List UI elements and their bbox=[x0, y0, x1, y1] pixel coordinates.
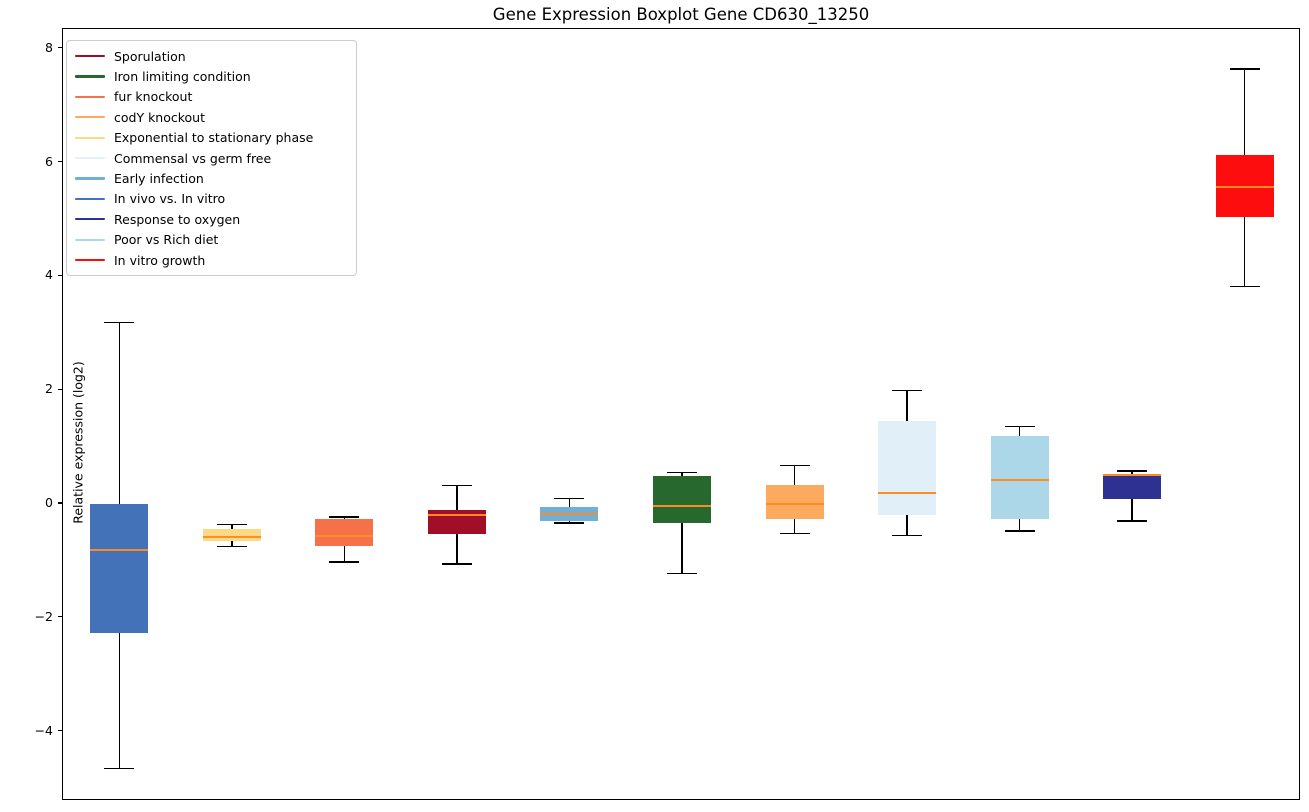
legend-label: In vitro growth bbox=[114, 252, 206, 268]
legend-swatch-iron-limiting-condition bbox=[75, 75, 105, 78]
box bbox=[878, 420, 937, 516]
legend-label: Exponential to stationary phase bbox=[114, 130, 314, 146]
median-line bbox=[427, 514, 486, 517]
y-tick-label: −2 bbox=[34, 608, 53, 624]
chart-title: Gene Expression Boxplot Gene CD630_13250 bbox=[492, 5, 870, 24]
median-line bbox=[540, 513, 599, 516]
y-axis-label: Relative expression (log2) bbox=[70, 361, 86, 524]
whisker-cap-top bbox=[1004, 425, 1035, 428]
median-line bbox=[653, 505, 711, 508]
box bbox=[653, 476, 711, 524]
whisker-cap-bottom bbox=[1004, 530, 1035, 532]
whisker-cap-bottom bbox=[779, 532, 810, 535]
whisker-cap-bottom bbox=[441, 563, 472, 565]
legend-label: Sporulation bbox=[114, 48, 186, 64]
median-line bbox=[90, 549, 149, 552]
legend-item-fur-knockout: fur knockout bbox=[75, 87, 348, 107]
y-tick-mark bbox=[58, 274, 62, 277]
whisker-cap-bottom bbox=[104, 767, 135, 770]
legend-label: Commensal vs germ free bbox=[114, 150, 272, 166]
box bbox=[765, 484, 824, 519]
y-tick-label: 8 bbox=[45, 39, 53, 55]
legend-label: Early infection bbox=[114, 171, 204, 187]
median-line bbox=[765, 503, 824, 506]
box bbox=[202, 529, 261, 541]
legend-item-commensal-vs-germ-free: Commensal vs germ free bbox=[75, 148, 348, 168]
y-tick-label: −4 bbox=[34, 722, 53, 738]
legend: Sporulation Iron limiting condition fur kn… bbox=[66, 40, 357, 277]
legend-swatch-cody-knockout bbox=[75, 116, 105, 119]
legend-item-early-infection: Early infection bbox=[75, 168, 348, 188]
median-line bbox=[1215, 185, 1274, 188]
whisker-cap-top bbox=[104, 321, 135, 324]
y-tick-mark bbox=[58, 388, 62, 390]
legend-label: Iron limiting condition bbox=[114, 69, 251, 85]
box bbox=[1103, 474, 1162, 499]
legend-swatch-in-vitro-growth bbox=[75, 259, 105, 262]
y-tick-mark bbox=[58, 729, 62, 732]
whisker-cap-top bbox=[892, 389, 923, 391]
whisker-cap-top bbox=[216, 523, 247, 526]
legend-label: codY knockout bbox=[114, 109, 206, 125]
whisker-cap-top bbox=[329, 516, 360, 518]
plot-area: Relative expression (log2) Sporulation Ir… bbox=[62, 28, 1300, 800]
whisker-cap-top bbox=[779, 464, 810, 467]
whisker-cap-bottom bbox=[667, 572, 697, 575]
whisker-cap-top bbox=[667, 471, 697, 474]
legend-label: In vivo vs. In vitro bbox=[114, 191, 226, 207]
legend-swatch-commensal-vs-germ-free bbox=[75, 157, 105, 160]
box bbox=[90, 504, 149, 633]
legend-swatch-fur-knockout bbox=[75, 95, 105, 99]
box bbox=[315, 519, 374, 546]
median-line bbox=[315, 534, 374, 537]
y-tick-label: 0 bbox=[45, 495, 53, 511]
legend-swatch-poor-vs-rich-diet bbox=[75, 238, 105, 241]
legend-item-iron-limiting-condition: Iron limiting condition bbox=[75, 66, 348, 86]
legend-swatch-sporulation bbox=[75, 55, 105, 58]
y-tick-mark bbox=[58, 47, 62, 49]
y-tick-mark bbox=[58, 161, 62, 163]
whisker-cap-top bbox=[1229, 68, 1260, 70]
legend-label: Poor vs Rich diet bbox=[114, 232, 219, 248]
whisker-cap-bottom bbox=[1229, 285, 1260, 288]
legend-label: fur knockout bbox=[114, 89, 193, 105]
legend-label: Response to oxygen bbox=[114, 211, 241, 227]
y-tick-label: 2 bbox=[45, 381, 53, 397]
legend-item-exponential-to-stationary-phase: Exponential to stationary phase bbox=[75, 128, 348, 148]
legend-item-in-vivo-vs-in-vitro: In vivo vs. In vitro bbox=[75, 189, 348, 209]
legend-item-sporulation: Sporulation bbox=[75, 46, 348, 66]
y-tick-label: 4 bbox=[45, 267, 53, 283]
legend-swatch-response-to-oxygen bbox=[75, 218, 105, 221]
whisker-cap-top bbox=[441, 484, 472, 486]
box bbox=[990, 436, 1049, 519]
median-line bbox=[202, 536, 261, 539]
y-tick-mark bbox=[58, 616, 62, 618]
legend-item-cody-knockout: codY knockout bbox=[75, 107, 348, 127]
whisker-cap-bottom bbox=[1117, 520, 1148, 522]
legend-swatch-in-vivo-vs-in-vitro bbox=[75, 197, 105, 201]
legend-swatch-exponential-to-stationary-phase bbox=[75, 136, 105, 139]
median-line bbox=[990, 478, 1049, 481]
whisker-cap-bottom bbox=[329, 561, 360, 563]
whisker-cap-top bbox=[554, 497, 585, 500]
y-tick-label: 6 bbox=[45, 153, 53, 169]
whisker-cap-bottom bbox=[554, 522, 585, 524]
whisker-cap-bottom bbox=[216, 545, 247, 548]
median-line bbox=[878, 492, 937, 495]
y-tick-mark bbox=[58, 502, 62, 504]
legend-swatch-early-infection bbox=[75, 177, 105, 180]
legend-item-in-vitro-growth: In vitro growth bbox=[75, 250, 348, 270]
whisker-cap-bottom bbox=[892, 534, 923, 537]
legend-item-response-to-oxygen: Response to oxygen bbox=[75, 209, 348, 229]
median-line bbox=[1103, 474, 1162, 477]
whisker-cap-top bbox=[1117, 470, 1148, 472]
legend-item-poor-vs-rich-diet: Poor vs Rich diet bbox=[75, 230, 348, 250]
